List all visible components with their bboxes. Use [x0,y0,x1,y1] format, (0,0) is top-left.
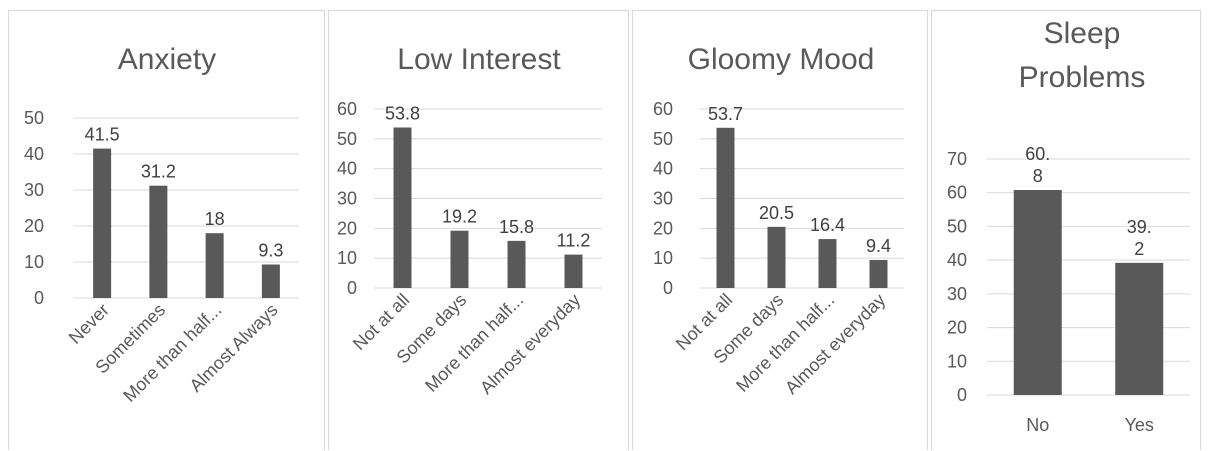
chart-title: Gloomy Mood [688,43,875,76]
y-tick-label: 0 [663,278,673,298]
y-tick-label: 0 [957,385,967,405]
y-tick-label: 10 [947,351,967,371]
chart-panel-low-interest: Low Interest 0 10 20 30 40 50 60 53.8 Not at all 1… [328,10,629,450]
y-tick-label: 30 [947,284,967,304]
bar [149,185,168,298]
y-tick-label: 40 [947,250,967,270]
chart-sleep-problems: Sleep Problems 0 10 20 30 40 50 60 70 60. 8 No 39. 2 Ye… [947,17,1190,435]
y-tick-label: 20 [653,218,673,238]
y-tick-label: 0 [347,278,357,298]
chart-panel-sleep-problems: Sleep Problems 0 10 20 30 40 50 60 70 60. 8 No 39. 2 Ye… [931,10,1201,450]
y-tick-label: 50 [337,129,357,149]
bar [450,230,469,288]
data-label: 19.2 [442,207,477,227]
y-tick-label: 10 [24,252,44,272]
bar [261,264,280,298]
data-label: 9.4 [866,236,891,256]
y-tick-label: 40 [653,159,673,179]
bar [393,127,412,288]
y-tick-label: 60 [653,99,673,119]
bar [564,254,583,288]
y-tick-label: 50 [653,129,673,149]
y-tick-label: 40 [337,159,357,179]
y-tick-label: 30 [653,189,673,209]
y-tick-label: 60 [947,183,967,203]
bar [205,233,224,298]
x-category-label: Yes [1125,415,1154,435]
x-category-label: No [1026,415,1049,435]
y-tick-label: 60 [337,99,357,119]
y-tick-label: 10 [653,248,673,268]
data-label: 31.2 [141,162,176,182]
data-label: 18 [205,209,225,229]
bar [507,240,526,288]
y-tick-label: 70 [947,149,967,169]
y-tick-label: 20 [24,216,44,236]
data-label: 11.2 [557,231,591,251]
x-category-label: Never [65,300,113,348]
data-label: 9.3 [258,241,283,261]
data-label: 20.5 [759,203,794,223]
chart-panel-gloomy-mood: Gloomy Mood 0 10 20 30 40 50 60 53.7 Not at all 20… [632,10,928,450]
y-tick-label: 20 [947,318,967,338]
chart-title: Low Interest [397,43,561,76]
y-tick-label: 10 [337,248,357,268]
chart-panel-anxiety: Anxiety 0 10 20 30 40 50 41.5 Never 31.2 Sometimes… [8,10,325,450]
x-category-label: More than half... [119,300,225,406]
y-tick-label: 0 [34,288,44,308]
bar [93,148,112,298]
data-label: 41.5 [85,125,120,145]
bar [1013,190,1062,395]
y-tick-label: 20 [337,218,357,238]
data-label: 60. 8 [1025,144,1050,186]
chart-anxiety: Anxiety0102030405041.5Never31.2Sometimes… [24,43,299,406]
chart-title: Problems [1019,61,1146,94]
data-label: 39. 2 [1127,217,1152,259]
bar [716,127,735,288]
chart-title: Anxiety [118,43,216,76]
x-category-label: Almost everyday [476,290,584,398]
chart-title: Sleep [1044,17,1121,50]
bar [767,226,786,288]
bar [869,259,888,288]
data-label: 15.8 [499,217,534,237]
data-label: 16.4 [810,215,845,235]
data-label: 53.7 [708,104,743,124]
bar [1115,262,1164,395]
x-category-label: More than half... [421,290,527,396]
bar [818,239,837,288]
y-tick-label: 50 [24,108,44,128]
y-tick-label: 40 [24,144,44,164]
y-tick-label: 50 [947,216,967,236]
y-tick-label: 30 [24,180,44,200]
y-tick-label: 30 [337,189,357,209]
data-label: 53.8 [385,103,420,123]
